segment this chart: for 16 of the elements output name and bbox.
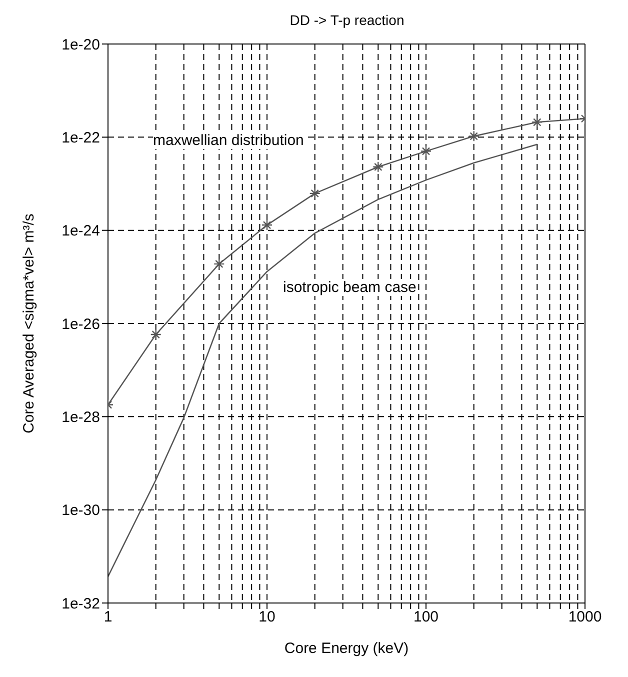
y-tick-label: 1e-24 (62, 222, 100, 240)
y-tick-label: 1e-30 (62, 502, 100, 520)
x-tick-label: 1000 (568, 608, 602, 626)
chart-title: DD -> T-p reaction (288, 12, 406, 28)
y-tick-label: 1e-26 (62, 316, 100, 333)
x-axis-title: Core Energy (keV) (284, 640, 409, 657)
x-tick-label: 10 (258, 608, 276, 626)
y-tick-label: 1e-28 (62, 408, 100, 426)
annotation: isotropic beam case (283, 279, 416, 296)
x-tick-label: 100 (413, 608, 439, 626)
y-axis-title: Core Averaged <sigma*vel> m³/s (20, 214, 38, 434)
x-tick-label: 1 (104, 608, 112, 626)
annotation: maxwellian distribution (153, 132, 304, 149)
y-tick-label: 1e-20 (62, 36, 100, 54)
y-tick-label: 1e-22 (62, 129, 100, 146)
y-tick-label: 1e-32 (62, 595, 100, 612)
